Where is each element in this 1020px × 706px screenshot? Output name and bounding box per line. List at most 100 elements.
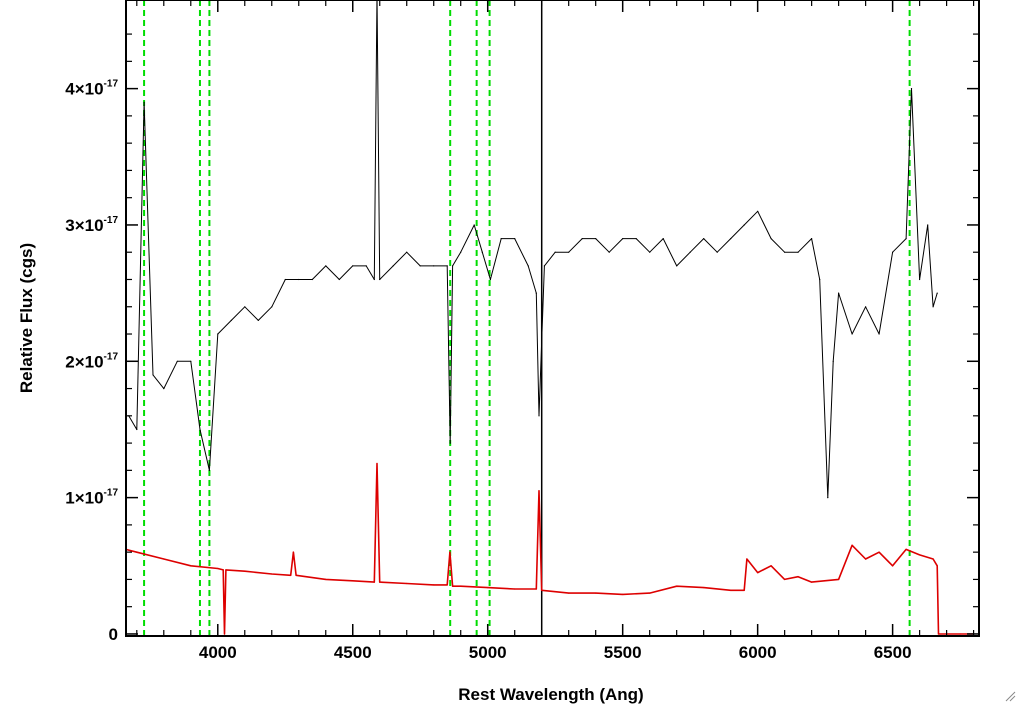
spectrum-point: [730, 589, 732, 591]
spectrum-point: [784, 578, 786, 581]
spectrum-point: [176, 360, 178, 362]
spectrum-point: [811, 238, 813, 240]
spectrum-point: [541, 589, 543, 591]
spectrum-point: [716, 251, 718, 253]
spectrum-point: [473, 224, 475, 226]
spectrum-point: [919, 554, 921, 556]
spectrum-point: [217, 333, 219, 335]
axis-ticks: [126, 0, 979, 636]
spectrum-point: [959, 633, 961, 635]
spectrum-point: [271, 573, 273, 575]
y-tick-label: 0: [109, 625, 118, 644]
spectrum-point: [827, 497, 829, 499]
spectrum-point: [905, 548, 907, 551]
spectrum-point: [730, 238, 732, 240]
spectrum-point: [392, 265, 394, 267]
spectrum-point: [257, 319, 259, 321]
resize-grip-icon[interactable]: [1004, 690, 1016, 702]
spectrum-point: [770, 565, 772, 567]
spectrum-point: [190, 565, 192, 567]
spectrum-point: [406, 251, 408, 253]
spectrum-point: [325, 578, 327, 581]
spectrum-point: [746, 558, 748, 560]
spectrum-point: [811, 581, 813, 583]
spectrum-point: [622, 238, 624, 240]
spectrum-point: [676, 265, 678, 267]
spectrum-point: [143, 101, 145, 103]
spectrum-point: [217, 567, 219, 570]
y-axis-title: Relative Flux (cgs): [17, 243, 36, 393]
spectrum-point: [199, 428, 201, 431]
spectrum-point: [703, 238, 705, 240]
spectrum-point: [797, 251, 799, 253]
spectrum-point: [535, 292, 537, 294]
spectrum-point: [406, 582, 408, 585]
spectrum-point: [373, 581, 375, 583]
spectrum-point: [514, 588, 516, 590]
spectrum-point: [743, 224, 745, 226]
spectrum-point: [819, 278, 821, 281]
spectrum-point: [892, 251, 894, 253]
spectrum-point: [460, 251, 462, 253]
spectrum-point: [284, 278, 286, 281]
spectrum-point: [311, 278, 313, 281]
spectrum-point: [527, 265, 529, 267]
spectrum-point: [222, 569, 224, 571]
spectrum-point: [244, 570, 246, 572]
spectrum-point: [244, 306, 246, 308]
spectrum-point: [419, 265, 421, 267]
spectrum-point: [851, 333, 853, 335]
spectrum-point: [514, 238, 516, 240]
spectrum-point: [433, 584, 435, 586]
spectrum-point: [568, 251, 570, 253]
spectrum-point: [535, 588, 537, 590]
spectrum-point: [487, 587, 489, 589]
spectrum-point: [595, 238, 597, 240]
reference-lines: [143, 0, 911, 636]
spectrum-point: [460, 585, 462, 587]
spectrum-point: [446, 265, 448, 267]
spectrum-point: [797, 576, 799, 578]
spectrum-point: [295, 574, 297, 576]
spectrum-point: [581, 238, 583, 240]
spectrum-point: [838, 578, 840, 581]
spectrum-point: [481, 251, 483, 253]
spectrum-point: [379, 581, 381, 583]
spectrum-point: [932, 558, 934, 560]
spectrum-point: [838, 292, 840, 294]
spectrum-point: [784, 251, 786, 253]
spectrum-point: [595, 592, 597, 594]
spectrum-point: [208, 469, 210, 471]
spectrum-point: [703, 587, 705, 589]
spectrum-point: [500, 238, 502, 240]
x-tick-label: 6500: [874, 643, 912, 662]
spectrum-point: [676, 585, 678, 587]
spectrum-point: [936, 292, 938, 294]
x-tick-label: 4000: [199, 643, 237, 662]
spectrum-point: [449, 551, 451, 553]
spectrum-point: [865, 558, 867, 560]
spectrum-point: [449, 442, 451, 444]
spectrum-point: [136, 428, 138, 431]
spectrum-point: [635, 238, 637, 240]
spectrum-point: [608, 251, 610, 253]
spectrum-point: [554, 251, 556, 253]
spectrum-point: [649, 592, 651, 594]
spectrum-point: [325, 265, 327, 267]
spectrum-point: [290, 574, 292, 576]
plot-frame: [125, 0, 980, 637]
spectrum-point: [338, 278, 340, 281]
spectrum-point: [892, 565, 894, 567]
series-layer: [125, 0, 975, 635]
spectrum-point: [225, 569, 227, 571]
spectrum-point: [851, 544, 853, 546]
spectrum-point: [376, 462, 378, 465]
spectrum-point: [452, 265, 454, 267]
x-tick-label: 5000: [469, 643, 507, 662]
y-tick-label: 2×10-17: [65, 351, 118, 371]
y-tick-label: 3×10-17: [65, 215, 118, 235]
spectrum-point: [927, 224, 929, 226]
y-tick-label: 1×10-17: [65, 488, 118, 508]
spectrum-point: [622, 593, 624, 596]
